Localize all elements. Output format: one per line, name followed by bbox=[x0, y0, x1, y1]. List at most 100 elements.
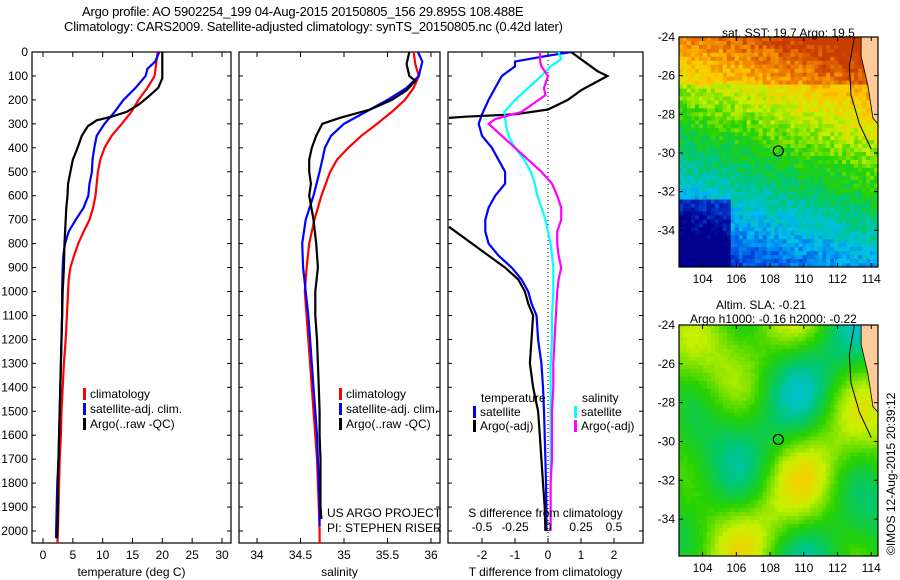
temperature-profile-panel bbox=[31, 51, 232, 544]
s-tick-label: 0.25 bbox=[569, 520, 593, 534]
legend-swatch bbox=[574, 406, 577, 418]
legend-swatch bbox=[339, 418, 342, 430]
project-annotation: US ARGO PROJECT bbox=[327, 506, 442, 520]
y-tick-label: 400 bbox=[8, 141, 28, 155]
lon-tick-label: 108 bbox=[760, 561, 780, 575]
s-tick-label: -0.5 bbox=[472, 520, 493, 534]
x-axis-label: temperature (deg C) bbox=[77, 565, 185, 579]
legend-title-salinity: salinity bbox=[582, 391, 619, 405]
lat-tick-label: -34 bbox=[658, 223, 676, 237]
x-tick-label: 5 bbox=[69, 548, 76, 562]
x-tick-label: -2 bbox=[477, 548, 488, 562]
shelf-contour bbox=[848, 36, 872, 150]
legend-title-temperature: temperature bbox=[481, 391, 546, 405]
series-argo-raw-qc- bbox=[56, 52, 164, 539]
legend-label: Argo(..raw -QC) bbox=[346, 417, 431, 431]
legend-label: satellite bbox=[480, 405, 521, 419]
legend-swatch bbox=[473, 406, 476, 418]
plot-frame bbox=[238, 51, 441, 544]
imos-timestamp: ©IMOS 12-Aug-2015 20:39:12 bbox=[884, 392, 898, 555]
x-tick-label: 36 bbox=[424, 548, 438, 562]
lat-tick-label: -24 bbox=[658, 30, 676, 44]
y-tick-label: 1700 bbox=[1, 452, 28, 466]
legend-label: climatology bbox=[346, 387, 406, 401]
series-argo-raw-qc- bbox=[308, 52, 417, 520]
y-tick-label: 2000 bbox=[1, 524, 28, 538]
y-tick-label: 1000 bbox=[1, 285, 28, 299]
y-tick-label: 1800 bbox=[1, 476, 28, 490]
legend-swatch bbox=[83, 418, 86, 430]
x-tick-label: 10 bbox=[96, 548, 110, 562]
lat-tick-label: -28 bbox=[658, 396, 676, 410]
sst-map-title: sat. SST: 19.7 Argo: 19.5 bbox=[722, 26, 855, 40]
series-climatology bbox=[303, 52, 420, 543]
y-tick-label: 1500 bbox=[1, 404, 28, 418]
lat-tick-label: -32 bbox=[658, 473, 676, 487]
salinity-profile-panel bbox=[238, 51, 441, 544]
y-tick-label: 1900 bbox=[1, 500, 28, 514]
legend-label: Argo(-adj) bbox=[581, 419, 634, 433]
profile-title: Argo profile: AO 5902254_199 04-Aug-2015… bbox=[82, 4, 524, 19]
x-tick-label: 34 bbox=[250, 548, 264, 562]
legend-label: Argo(-adj) bbox=[480, 419, 533, 433]
x-tick-label: 35 bbox=[337, 548, 351, 562]
y-tick-label: 1200 bbox=[1, 332, 28, 346]
legend-swatch bbox=[339, 403, 342, 415]
lon-tick-label: 112 bbox=[828, 272, 847, 286]
x-tick-label: 1 bbox=[578, 548, 585, 562]
legend-swatch bbox=[574, 420, 577, 432]
lon-tick-label: 114 bbox=[862, 561, 881, 575]
x-tick-label: 25 bbox=[185, 548, 199, 562]
s-tick-label: 0 bbox=[545, 520, 552, 534]
s-axis-label: S difference from climatology bbox=[468, 506, 623, 520]
lon-tick-label: 106 bbox=[726, 561, 746, 575]
lat-tick-label: -28 bbox=[658, 107, 676, 121]
x-tick-label: 0 bbox=[545, 548, 552, 562]
lon-tick-label: 108 bbox=[760, 272, 780, 286]
y-tick-label: 800 bbox=[8, 237, 28, 251]
lat-tick-label: -26 bbox=[658, 69, 676, 83]
lon-tick-label: 114 bbox=[862, 272, 881, 286]
y-tick-label: 200 bbox=[8, 93, 28, 107]
s-tick-label: 0.5 bbox=[606, 520, 623, 534]
pi-annotation: PI: STEPHEN RISER bbox=[327, 521, 442, 535]
legend-swatch bbox=[83, 403, 86, 415]
lon-tick-label: 110 bbox=[794, 561, 813, 575]
x-tick-label: 30 bbox=[215, 548, 229, 562]
s-tick-label: -0.25 bbox=[501, 520, 529, 534]
sla-map bbox=[678, 324, 879, 557]
lat-tick-label: -30 bbox=[658, 146, 676, 160]
x-axis-label: T difference from climatology bbox=[469, 565, 623, 579]
legend-label: satellite-adj. clim. bbox=[90, 402, 182, 416]
lon-tick-label: 110 bbox=[794, 272, 813, 286]
series-t-argo-adj-deep bbox=[448, 225, 547, 532]
argo-float-marker bbox=[772, 145, 784, 157]
difference-profile-panel bbox=[447, 51, 644, 544]
sst-map bbox=[678, 36, 879, 268]
map-frame bbox=[678, 36, 879, 268]
lat-tick-label: -26 bbox=[658, 357, 676, 371]
x-tick-label: 20 bbox=[156, 548, 170, 562]
x-tick-label: 2 bbox=[611, 548, 618, 562]
x-tick-label: 15 bbox=[126, 548, 140, 562]
y-tick-label: 600 bbox=[8, 189, 28, 203]
sla-map-title-2: Argo h1000: -0.16 h2000: -0.22 bbox=[690, 312, 857, 326]
map-frame bbox=[678, 324, 879, 557]
lon-tick-label: 104 bbox=[693, 272, 713, 286]
y-tick-label: 1300 bbox=[1, 356, 28, 370]
legend-label: satellite bbox=[581, 405, 622, 419]
lon-tick-label: 104 bbox=[693, 561, 713, 575]
y-tick-label: 700 bbox=[8, 213, 28, 227]
series-satellite-adj-clim- bbox=[301, 52, 424, 527]
climatology-subtitle: Climatology: CARS2009. Satellite-adjuste… bbox=[64, 19, 563, 34]
y-tick-label: 500 bbox=[8, 165, 28, 179]
lat-tick-label: -24 bbox=[658, 318, 676, 332]
series-climatology bbox=[56, 52, 159, 543]
y-tick-label: 1400 bbox=[1, 380, 28, 394]
plot-frame bbox=[31, 51, 232, 544]
y-tick-label: 1100 bbox=[2, 308, 28, 322]
lon-tick-label: 106 bbox=[726, 272, 746, 286]
series-s-satellite bbox=[503, 52, 563, 531]
shelf-contour bbox=[848, 324, 872, 438]
series-t-argo-adj- bbox=[448, 52, 610, 119]
